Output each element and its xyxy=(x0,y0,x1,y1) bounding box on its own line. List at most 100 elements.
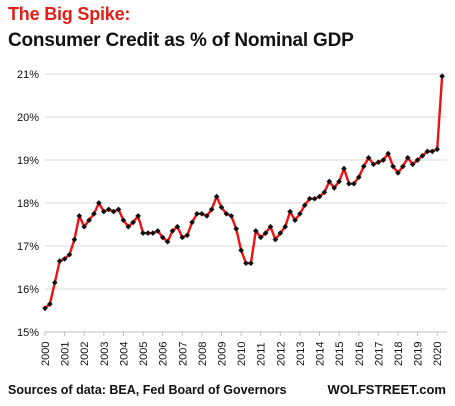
data-point xyxy=(248,260,254,267)
data-point xyxy=(414,157,421,163)
y-tick-label: 20% xyxy=(17,112,39,124)
data-point xyxy=(360,163,367,170)
source-note: Sources of data: BEA, Fed Board of Gover… xyxy=(8,383,287,397)
data-point xyxy=(96,200,102,206)
axes xyxy=(44,331,447,336)
x-tick-label: 2005 xyxy=(138,342,150,366)
data-point xyxy=(194,210,200,217)
data-point xyxy=(277,230,284,236)
y-tick-label: 17% xyxy=(17,241,39,253)
data-point xyxy=(71,236,78,243)
data-point xyxy=(341,165,347,172)
data-point xyxy=(218,204,225,211)
chart-title: The Big Spike: xyxy=(8,4,131,24)
x-tick-label: 2017 xyxy=(373,342,385,366)
data-point xyxy=(306,195,313,202)
data-point xyxy=(326,178,333,185)
data-point xyxy=(316,193,323,200)
data-point xyxy=(429,148,436,155)
data-point xyxy=(385,150,392,157)
data-point xyxy=(189,219,195,226)
data-point xyxy=(228,213,235,219)
data-point xyxy=(380,157,387,163)
x-tick-label: 2011 xyxy=(256,342,268,366)
data-point xyxy=(346,180,352,187)
data-point xyxy=(203,213,210,219)
data-point xyxy=(223,210,230,217)
x-tick-label: 2002 xyxy=(79,342,91,366)
data-point xyxy=(321,189,328,196)
data-point xyxy=(81,223,88,230)
x-tick-label: 2018 xyxy=(393,342,405,366)
data-point xyxy=(311,195,318,202)
data-point xyxy=(154,228,161,234)
chart-subtitle: Consumer Credit as % of Nominal GDP xyxy=(8,30,354,51)
data-point xyxy=(370,161,377,168)
data-point xyxy=(120,217,127,224)
data-point xyxy=(164,238,171,245)
data-point xyxy=(199,210,205,217)
data-point xyxy=(434,146,441,153)
data-point xyxy=(51,279,58,286)
x-tick-label: 2006 xyxy=(158,342,170,366)
data-point xyxy=(243,260,249,267)
data-point xyxy=(297,210,303,217)
x-tick-label: 2015 xyxy=(334,342,346,366)
data-point xyxy=(66,251,73,258)
data-point xyxy=(140,230,146,236)
data-point xyxy=(100,208,107,215)
data-point xyxy=(336,178,342,185)
data-point xyxy=(252,228,259,234)
data-point xyxy=(105,206,112,213)
series-layer xyxy=(42,73,445,312)
series-line xyxy=(44,76,444,310)
x-tick-label: 2007 xyxy=(177,342,189,366)
data-point xyxy=(404,154,411,161)
data-point xyxy=(125,223,132,230)
data-point xyxy=(130,219,137,226)
data-point xyxy=(424,148,431,155)
data-point xyxy=(257,234,264,241)
data-point xyxy=(169,228,176,234)
data-point xyxy=(272,236,279,243)
x-tick-label: 2012 xyxy=(275,342,287,366)
y-tick-label: 18% xyxy=(17,198,39,210)
x-tick-label: 2016 xyxy=(354,342,366,366)
x-tick-label: 2008 xyxy=(197,342,209,366)
y-tick-label: 15% xyxy=(17,327,39,339)
data-point xyxy=(238,247,244,254)
x-tick-labels: 2000 2001 2002 2003 2004 2005 2006 2007 2008 2009… xyxy=(40,342,444,366)
data-point xyxy=(400,163,406,170)
x-tick-label: 2013 xyxy=(295,342,307,366)
y-tick-label: 21% xyxy=(17,69,39,81)
data-point xyxy=(439,73,445,80)
brand-label: WOLFSTREET.com xyxy=(327,382,446,397)
x-tick-label: 2019 xyxy=(413,342,425,366)
data-point xyxy=(213,193,220,200)
data-point xyxy=(262,230,269,236)
data-point xyxy=(292,217,298,224)
y-tick-label: 16% xyxy=(17,284,39,296)
data-point xyxy=(110,208,117,215)
data-point xyxy=(365,154,372,161)
data-point xyxy=(91,210,97,217)
data-point xyxy=(150,230,156,236)
x-tick-label: 2000 xyxy=(40,342,52,366)
x-tick-label: 2001 xyxy=(60,342,72,366)
data-point xyxy=(76,213,83,219)
data-point xyxy=(135,213,141,219)
x-tick-label: 2014 xyxy=(315,342,327,366)
data-point xyxy=(395,170,401,176)
data-point xyxy=(184,232,191,239)
data-point xyxy=(287,208,293,215)
data-point xyxy=(351,180,357,187)
data-point xyxy=(301,202,308,209)
data-point xyxy=(331,185,338,191)
gridlines xyxy=(45,73,447,333)
data-point xyxy=(355,174,362,181)
x-tick-label: 2009 xyxy=(216,342,228,366)
data-point xyxy=(267,223,274,230)
data-point xyxy=(282,223,289,230)
y-tick-labels: 15% 16% 17% 18% 19% 20% 21% xyxy=(17,69,39,339)
